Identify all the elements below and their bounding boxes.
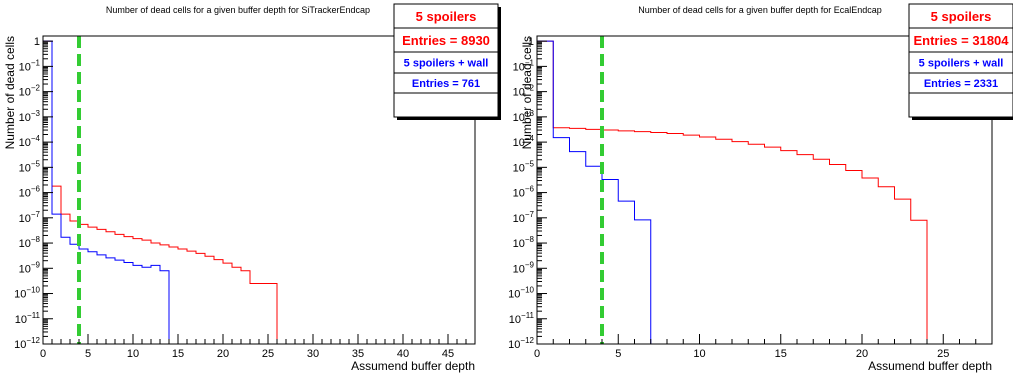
y-tick-label: 10−11 <box>509 311 535 326</box>
y-tick-label: 10−6 <box>19 185 41 200</box>
x-tick-label: 20 <box>217 348 229 360</box>
x-axis-label: Assumend buffer depth <box>351 359 475 373</box>
x-tick-label: 10 <box>127 348 139 360</box>
legend-entries: Entries = 8930 <box>402 33 490 48</box>
y-tick-label: 10−1 <box>19 58 41 73</box>
y-tick-label: 10−2 <box>513 84 535 99</box>
y-tick-label: 10−6 <box>513 185 535 200</box>
y-tick-label: 10−8 <box>513 235 535 250</box>
x-tick-label: 25 <box>937 348 949 360</box>
y-tick-label: 1 <box>528 36 534 48</box>
legend-entries: Entries = 31804 <box>913 33 1009 48</box>
y-tick-label: 10−4 <box>513 134 535 149</box>
legend-series-name: 5 spoilers <box>931 9 992 24</box>
y-tick-label: 10−4 <box>19 134 41 149</box>
y-tick-label: 10−11 <box>15 311 41 326</box>
y-tick-label: 10−3 <box>19 109 41 124</box>
x-tick-label: 35 <box>352 348 364 360</box>
x-tick-label: 15 <box>775 348 787 360</box>
y-tick-label: 1 <box>34 36 40 48</box>
x-tick-label: 0 <box>534 348 540 360</box>
legend-box <box>908 3 1013 118</box>
x-axis-label: Assumend buffer depth <box>868 359 992 373</box>
x-tick-label: 40 <box>397 348 409 360</box>
y-tick-label: 10−12 <box>508 336 534 351</box>
x-tick-label: 20 <box>856 348 868 360</box>
x-tick-label: 15 <box>172 348 184 360</box>
y-tick-label: 10−8 <box>19 235 41 250</box>
y-axis-label: Number of dead cells <box>3 36 17 149</box>
y-tick-label: 10−5 <box>19 159 41 174</box>
legend-series-name: 5 spoilers + wall <box>404 58 489 70</box>
y-tick-label: 10−7 <box>19 210 41 225</box>
histogram-series-spoilers-wall <box>42 40 475 345</box>
x-tick-label: 10 <box>693 348 705 360</box>
y-tick-label: 10−5 <box>513 159 535 174</box>
chart-title: Number of dead cells for a given buffer … <box>638 5 881 15</box>
x-tick-label: 45 <box>442 348 454 360</box>
chart-title: Number of dead cells for a given buffer … <box>106 5 370 15</box>
legend-entries: Entries = 761 <box>412 78 480 90</box>
chart-panel-si-tracker-endcap: Number of dead cells for a given buffer … <box>3 3 501 373</box>
legend-series-name: 5 spoilers <box>416 9 477 24</box>
legend-series-name: 5 spoilers + wall <box>919 58 1004 70</box>
legend-entries: Entries = 2331 <box>924 78 998 90</box>
y-tick-label: 10−1 <box>513 58 535 73</box>
y-tick-label: 10−12 <box>14 336 40 351</box>
y-tick-label: 10−2 <box>19 84 41 99</box>
y-axis-label: Number of dead cells <box>520 36 534 149</box>
x-tick-label: 25 <box>262 348 274 360</box>
chart-panel-ecal-endcap: Number of dead cells for a given buffer … <box>508 3 1013 373</box>
x-tick-label: 5 <box>615 348 621 360</box>
x-tick-label: 0 <box>40 348 46 360</box>
y-tick-label: 10−10 <box>508 286 534 301</box>
y-tick-label: 10−3 <box>513 109 535 124</box>
x-tick-label: 30 <box>307 348 319 360</box>
y-tick-label: 10−9 <box>513 260 535 275</box>
x-tick-label: 5 <box>85 348 91 360</box>
legend-box <box>393 3 499 118</box>
y-tick-label: 10−7 <box>513 210 535 225</box>
y-tick-label: 10−10 <box>14 286 40 301</box>
y-tick-label: 10−9 <box>19 260 41 275</box>
